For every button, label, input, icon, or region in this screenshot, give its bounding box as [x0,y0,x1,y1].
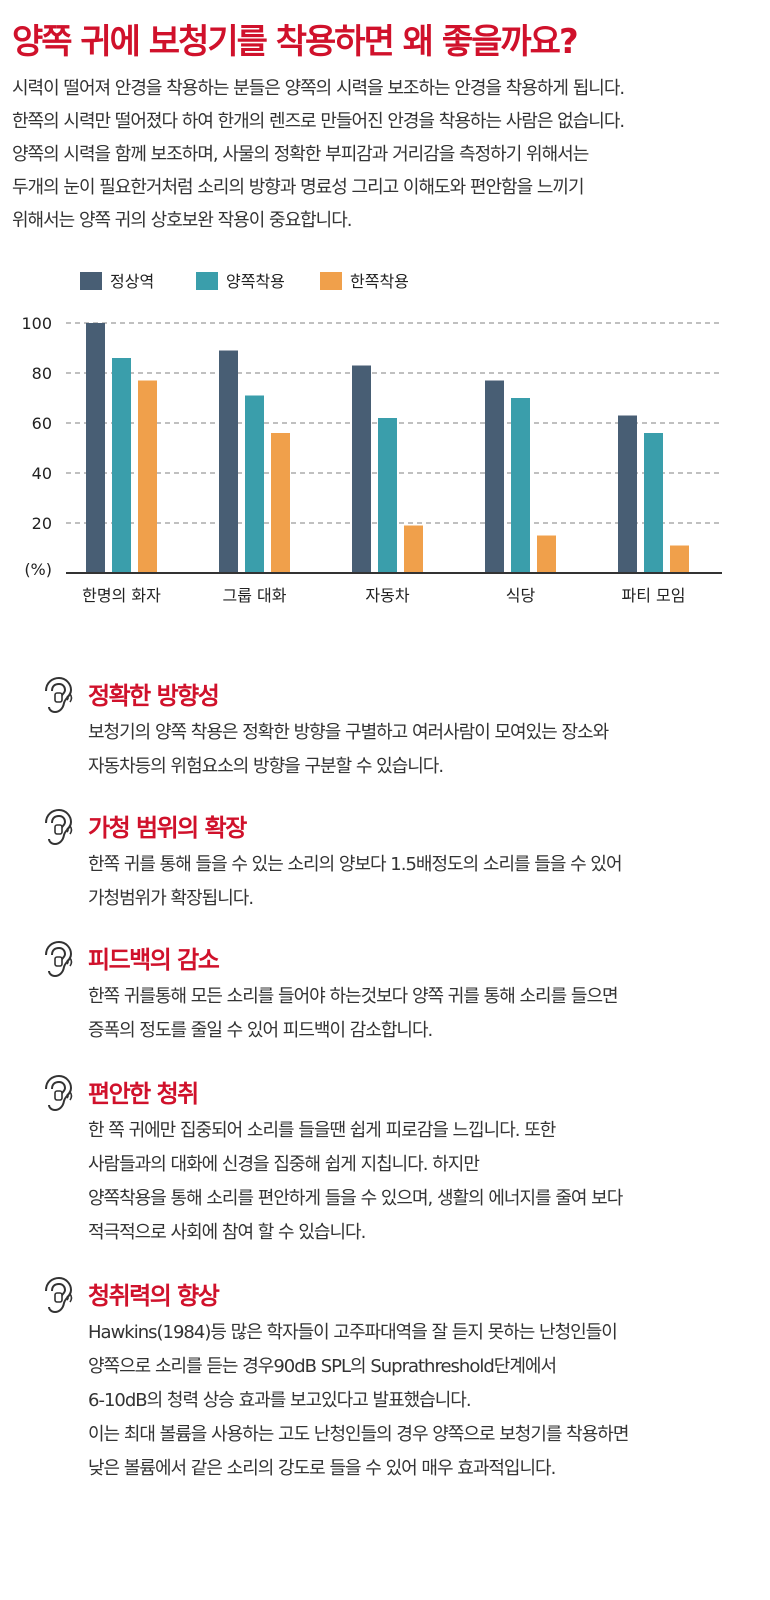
section-line: 양쪽으로 소리를 듣는 경우90dB SPL의 Suprathreshold단계… [88,1356,557,1377]
y-tick-label: 40 [32,464,52,483]
page-title: 양쪽 귀에 보청기를 착용하면 왜 좋을까요? [12,22,579,62]
intro-line: 양쪽의 시력을 함께 보조하며, 사물의 정확한 부피감과 거리감을 측정하기 … [12,144,589,165]
bar [352,365,371,573]
intro-line: 위해서는 양쪽 귀의 상호보완 작용이 중요합니다. [12,210,353,231]
section-line: 자동차등의 위험요소의 방향을 구분할 수 있습니다. [88,756,444,777]
y-tick-label: 60 [32,414,52,433]
bar [138,380,157,573]
bar [86,323,105,573]
bar [245,395,264,573]
bar [618,415,637,573]
ear-icon [45,808,73,846]
ear-icon [45,940,73,978]
section-title: 편안한 청취 [88,1080,199,1108]
bar [378,418,397,573]
section-title: 청취력의 향상 [88,1282,220,1310]
section-line: 적극적으로 사회에 참여 할 수 있습니다. [88,1222,366,1243]
bar-chart: 정상역 양쪽착용 한쪽착용 20 40 60 80 100 (%) 한명의 화자 그룹 대화 자동차 식… [21,272,722,605]
legend-swatch [196,272,218,290]
y-tick-label: 20 [32,514,52,533]
bar [670,545,689,573]
section-line: 사람들과의 대화에 신경을 집중해 쉽게 지칩니다. 하지만 [88,1154,480,1175]
bar [537,535,556,573]
section-line: Hawkins(1984)등 많은 학자들이 고주파대역을 잘 듣지 못하는 난… [88,1322,618,1343]
legend-swatch [320,272,342,290]
legend-label: 양쪽착용 [226,272,285,291]
x-tick-label: 파티 모임 [622,586,686,605]
intro-line: 두개의 눈이 필요한거처럼 소리의 방향과 명료성 그리고 이해도와 편안함을 … [12,177,585,198]
x-tick-label: 자동차 [365,586,409,605]
bar [271,433,290,573]
section-line: 한쪽 귀를 통해 들을 수 있는 소리의 양보다 1.5배정도의 소리를 들을 … [88,854,623,875]
section-line: 한쪽 귀를통해 모든 소리를 들어야 하는것보다 양쪽 귀를 통해 소리를 들으… [88,986,619,1007]
section-body: Hawkins(1984)등 많은 학자들이 고주파대역을 잘 듣지 못하는 난… [88,1316,758,1486]
section-line: 6-10dB의 청력 상승 효과를 보고있다고 발표했습니다. [88,1390,472,1411]
legend-label: 정상역 [110,272,154,291]
y-tick-label: 80 [32,364,52,383]
section-line: 증폭의 정도를 줄일 수 있어 피드백이 감소합니다. [88,1020,433,1041]
bar [485,380,504,573]
bar [112,358,131,573]
section-body: 한쪽 귀를 통해 들을 수 있는 소리의 양보다 1.5배정도의 소리를 들을 … [88,848,758,916]
x-tick-label: 식당 [506,586,536,605]
bar [404,525,423,573]
bar [511,398,530,573]
bar [219,350,238,573]
section-body: 한쪽 귀를통해 모든 소리를 들어야 하는것보다 양쪽 귀를 통해 소리를 들으… [88,980,758,1048]
intro-line: 한쪽의 시력만 떨어졌다 하여 한개의 렌즈로 만들어진 안경을 착용하는 사람… [12,111,625,132]
ear-icon [45,676,73,714]
legend-swatch [80,272,102,290]
ear-icon [45,1276,73,1314]
intro-paragraph: 시력이 떨어져 안경을 착용하는 분들은 양쪽의 시력을 보조하는 안경을 착용… [12,72,762,237]
y-tick-label: 100 [21,314,52,333]
section-line: 양쪽착용을 통해 소리를 편안하게 들을 수 있으며, 생활의 에너지를 줄여 … [88,1188,623,1209]
y-axis-label: (%) [24,560,52,579]
section-line: 보청기의 양쪽 착용은 정확한 방향을 구별하고 여러사람이 모여있는 장소와 [88,722,609,743]
bar [644,433,663,573]
section-line: 낮은 볼륨에서 같은 소리의 강도로 들을 수 있어 매우 효과적입니다. [88,1458,556,1479]
section-body: 보청기의 양쪽 착용은 정확한 방향을 구별하고 여러사람이 모여있는 장소와 … [88,716,758,784]
section-line: 이는 최대 볼륨을 사용하는 고도 난청인들의 경우 양쪽으로 보청기를 착용하… [88,1424,629,1445]
section-title: 피드백의 감소 [88,946,220,974]
section-title: 가청 범위의 확장 [88,814,247,842]
legend-label: 한쪽착용 [350,272,409,291]
x-tick-label: 한명의 화자 [82,586,161,605]
section-body: 한 쪽 귀에만 집중되어 소리를 들을땐 쉽게 피로감을 느낍니다. 또한 사람… [88,1114,758,1250]
section-line: 한 쪽 귀에만 집중되어 소리를 들을땐 쉽게 피로감을 느낍니다. 또한 [88,1120,556,1141]
x-tick-label: 그룹 대화 [223,586,287,605]
section-title: 정확한 방향성 [88,682,220,710]
ear-icon [45,1074,73,1112]
section-line: 가청범위가 확장됩니다. [88,888,254,909]
intro-line: 시력이 떨어져 안경을 착용하는 분들은 양쪽의 시력을 보조하는 안경을 착용… [12,78,625,99]
